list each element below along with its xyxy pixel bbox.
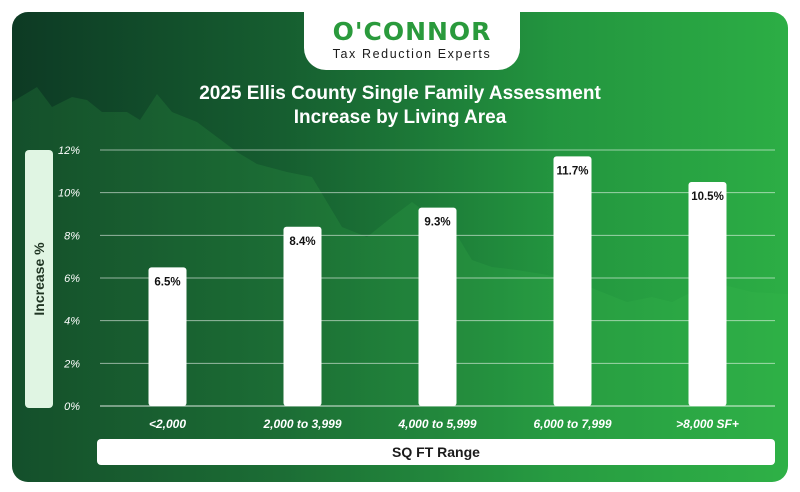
x-category-labels: <2,000 2,000 to 3,999 4,000 to 5,999 6,000 … (149, 417, 739, 431)
x-category-label: 6,000 to 7,999 (533, 417, 611, 431)
y-axis-label-box (25, 150, 53, 408)
gridlines (100, 149, 775, 407)
logo: O'CONNOR Tax Reduction Experts (304, 12, 520, 70)
y-tick-label: 6% (64, 273, 80, 285)
y-tick-label: 8% (64, 230, 80, 242)
bar (688, 182, 727, 406)
y-tick-label: 4% (64, 316, 80, 328)
logo-tagline: Tax Reduction Experts (332, 47, 492, 61)
chart-title-line-1: 2025 Ellis County Single Family Assessme… (199, 83, 601, 104)
chart-title-line-2: Increase by Living Area (293, 107, 507, 128)
bars (148, 156, 727, 406)
bar (148, 267, 187, 406)
bar-value-label: 10.5% (691, 191, 724, 203)
bar (553, 156, 592, 406)
x-category-label: 2,000 to 3,999 (262, 417, 341, 431)
bar-chart: 0%2%4%6%8%10%12% 6.5%8.4%9.3%11.7%10.5% … (12, 87, 788, 482)
x-axis-label: SQ FT Range (97, 439, 775, 465)
bar (418, 207, 457, 406)
x-category-label: >8,000 SF+ (676, 417, 739, 431)
background-mountain (12, 87, 788, 482)
chart-title: 2025 Ellis County Single Family Assessme… (112, 82, 688, 130)
chart-card: O'CONNOR Tax Reduction Experts 2025 Elli… (12, 12, 788, 482)
x-category-label: 4,000 to 5,999 (397, 417, 476, 431)
bar-value-label: 11.7% (557, 165, 589, 177)
y-tick-label: 10% (58, 188, 80, 200)
bar (283, 226, 322, 406)
x-category-label: <2,000 (149, 417, 186, 431)
bar-value-label: 9.3% (424, 217, 450, 229)
y-tick-label: 0% (64, 401, 80, 413)
value-labels: 6.5% 8.4% 9.3% 11.7% 10.5% (154, 165, 723, 288)
y-tick-labels: 0% 2% 4% 6% 8% 10% 12% (58, 145, 80, 413)
y-tick-label: 2% (63, 358, 80, 370)
bar-value-label: 6.5% (154, 276, 180, 288)
logo-wordmark: O'CONNOR (332, 17, 492, 46)
bar-value-label: 8.4% (289, 236, 315, 248)
y-tick-label: 12% (58, 145, 80, 157)
